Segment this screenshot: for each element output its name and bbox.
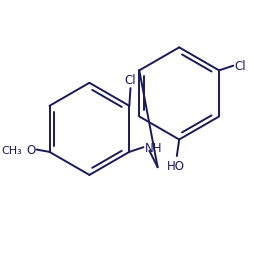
Text: HO: HO bbox=[167, 159, 185, 172]
Text: O: O bbox=[26, 144, 35, 156]
Text: NH: NH bbox=[144, 141, 162, 154]
Text: Cl: Cl bbox=[124, 73, 136, 86]
Text: CH₃: CH₃ bbox=[2, 145, 22, 155]
Text: Cl: Cl bbox=[233, 59, 245, 72]
